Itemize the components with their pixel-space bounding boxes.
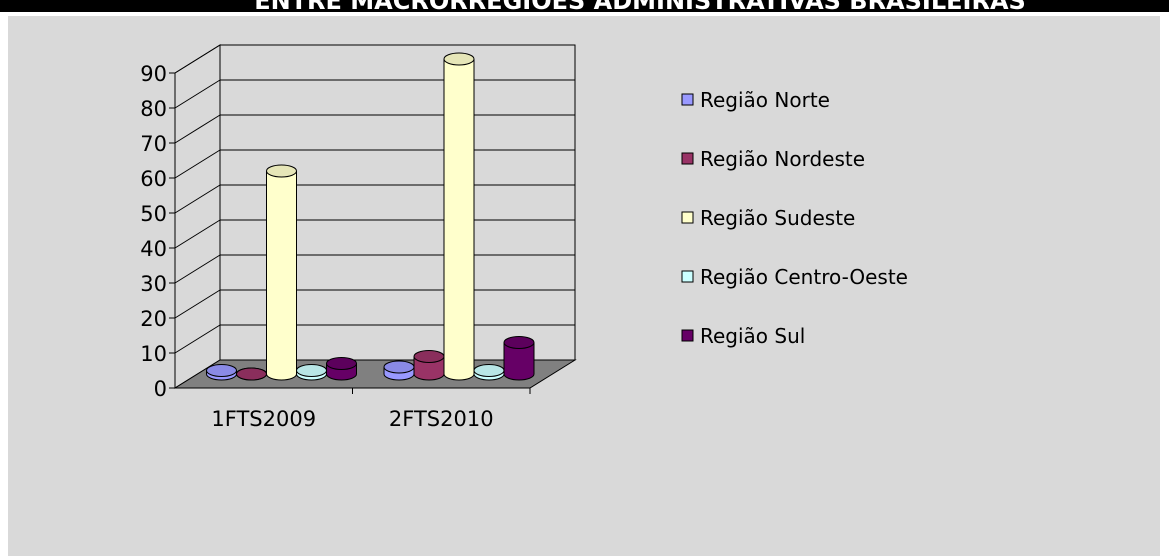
grid-line (174, 114, 221, 144)
legend-swatch (681, 270, 694, 283)
bar (383, 360, 415, 381)
grid-line (174, 219, 221, 249)
bar (503, 336, 535, 381)
grid-line (174, 44, 221, 74)
bar-body (266, 171, 297, 374)
title-band (0, 0, 1169, 12)
bar-top (266, 164, 297, 178)
y-tick-label: 90 (140, 62, 167, 86)
grid-line (174, 149, 221, 179)
bar (443, 52, 475, 381)
y-tick-label: 0 (154, 377, 167, 401)
bar-top (473, 364, 505, 377)
y-tick-label: 10 (140, 342, 167, 366)
y-tick-label: 80 (140, 97, 167, 121)
bar-top (503, 336, 535, 349)
legend-swatch (681, 93, 694, 106)
legend-swatch (681, 152, 694, 165)
bar (296, 364, 327, 381)
bar-top (413, 350, 445, 363)
bar-top (443, 52, 475, 66)
y-tick-label: 70 (140, 132, 167, 156)
bar (326, 357, 357, 381)
y-tick-label: 60 (140, 167, 167, 191)
chart-title: ENTRE MACRORREGIÕES ADMINISTRATIVAS BRAS… (254, 0, 1026, 15)
bar-top (236, 367, 267, 381)
y-tick-label: 20 (140, 307, 167, 331)
bar-body (444, 59, 474, 374)
grid-line (174, 289, 221, 319)
grid-line (174, 184, 221, 214)
y-tick-label: 50 (140, 202, 167, 226)
x-tick-label: 1FTS2009 (211, 407, 316, 431)
legend-label: Região Sul (700, 324, 805, 348)
bar (413, 350, 445, 381)
bar-top (326, 357, 357, 370)
grid-line (174, 254, 221, 284)
y-tick-label: 40 (140, 237, 167, 261)
bar-top (383, 360, 415, 374)
side-wall (174, 44, 221, 389)
legend-label: Região Centro-Oeste (700, 265, 908, 289)
legend-swatch (681, 211, 694, 224)
bar (266, 164, 297, 381)
bar (206, 364, 237, 381)
bar (236, 367, 267, 381)
bar (473, 364, 505, 381)
legend-label: Região Nordeste (700, 147, 865, 171)
x-tick-label: 2FTS2010 (389, 407, 494, 431)
bar-top (206, 364, 237, 377)
legend-swatch (681, 329, 694, 342)
bar-top (296, 364, 327, 377)
grid-line (174, 79, 221, 109)
legend-label: Região Norte (700, 88, 830, 112)
grid-line (174, 324, 221, 354)
y-tick-label: 30 (140, 272, 167, 296)
legend-label: Região Sudeste (700, 206, 855, 230)
